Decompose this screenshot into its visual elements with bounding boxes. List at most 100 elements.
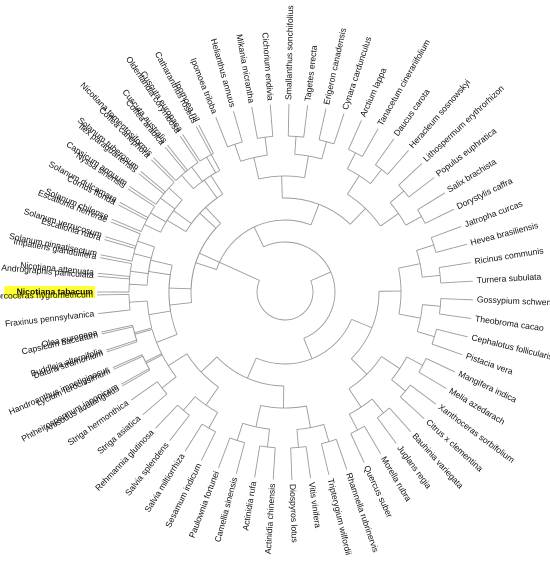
branch-tip — [138, 173, 151, 183]
branch-radial — [140, 193, 157, 205]
branch-tip — [100, 257, 114, 261]
branch-tip — [399, 150, 409, 162]
branch-radial — [173, 210, 192, 224]
branch-tip — [373, 441, 382, 455]
branch-radial — [408, 185, 424, 198]
branch-tip — [448, 349, 463, 356]
branch-radial — [148, 310, 171, 316]
branch-radial — [115, 326, 134, 332]
branch-radial — [406, 356, 423, 366]
branch-radial — [239, 442, 246, 461]
branch-radial — [350, 358, 368, 375]
branch-radial — [204, 137, 214, 154]
branch-tip — [182, 134, 191, 147]
branch-tip — [339, 113, 345, 127]
branch-radial — [207, 431, 217, 449]
branch-radial — [247, 357, 257, 379]
branch-radial — [351, 318, 373, 329]
branch-radial — [370, 169, 382, 184]
branch-radial — [256, 445, 261, 464]
branch-tip — [169, 429, 179, 441]
branch-radial — [150, 259, 173, 266]
branch-tip — [101, 328, 116, 333]
branch-radial — [321, 141, 327, 160]
branch-tip — [442, 365, 456, 373]
branch-radial — [439, 264, 457, 269]
branch-tip — [422, 177, 435, 187]
branch-tip — [97, 275, 112, 278]
leaf-label: Vitis vinifera — [307, 481, 323, 528]
branch-radial — [320, 443, 327, 462]
branch-radial — [400, 396, 414, 410]
branch-radial — [112, 309, 131, 313]
branch-radial — [191, 166, 203, 182]
branch-tip — [106, 347, 121, 353]
branch-radial — [168, 353, 188, 367]
branch-radial — [236, 124, 243, 143]
branch-radial — [130, 270, 149, 275]
branch-radial — [422, 274, 441, 278]
branch-arc — [258, 175, 305, 180]
branch-radial — [223, 437, 231, 455]
branch-tip — [235, 459, 241, 474]
branch-radial — [348, 388, 362, 408]
branch-tip — [385, 138, 395, 151]
branch-radial — [114, 257, 133, 262]
branch-arc — [398, 268, 402, 315]
branch-radial — [440, 281, 459, 284]
branch-radial — [160, 197, 176, 210]
branch-radial — [349, 208, 366, 225]
branch-arc — [263, 241, 336, 339]
branch-arc — [256, 319, 353, 365]
branch-radial — [181, 174, 194, 190]
branch-radial — [253, 226, 264, 248]
branch-tip — [142, 405, 154, 416]
branch-radial — [405, 216, 422, 226]
branch-radial — [119, 341, 138, 348]
leaf-label: Cichorium endivia — [260, 32, 275, 101]
branch-radial — [130, 210, 147, 221]
branch-radial — [210, 175, 224, 195]
branch-radial — [199, 212, 217, 229]
branch-radial — [114, 324, 133, 330]
branch-tip — [308, 464, 311, 479]
branch-tip — [458, 298, 473, 301]
branch-radial — [156, 334, 178, 343]
branch-radial — [162, 167, 177, 181]
branch-tip — [195, 126, 204, 139]
branch-radial — [142, 381, 158, 393]
branch-radial — [398, 172, 413, 186]
tree-branches — [97, 104, 473, 480]
leaf-label: Tagetes erecta — [302, 45, 319, 102]
branch-tip — [119, 201, 133, 210]
branch-tip — [387, 431, 397, 444]
highlight-box — [4, 286, 95, 298]
branch-arc — [282, 197, 351, 225]
branch-radial — [134, 329, 153, 335]
branch-tip — [167, 144, 177, 157]
branch-radial — [134, 369, 151, 380]
branch-radial — [398, 263, 421, 269]
branch-tip — [218, 454, 224, 469]
branch-tip — [106, 345, 120, 351]
branch-tip — [322, 108, 327, 123]
branch-radial — [371, 398, 384, 414]
branch-radial — [208, 412, 218, 429]
branch-tip — [120, 377, 134, 385]
branch-radial — [273, 447, 276, 466]
branch-radial — [398, 313, 421, 319]
branch-radial — [220, 130, 228, 148]
branch-radial — [125, 354, 143, 363]
branch-radial — [137, 240, 155, 248]
leaf-label: Theobroma cacao — [474, 313, 544, 333]
branch-radial — [205, 386, 219, 406]
branch-tip — [269, 104, 272, 119]
branch-radial — [389, 407, 402, 422]
branch-arc — [256, 280, 314, 321]
branch-tip — [129, 185, 142, 195]
branch-tip — [127, 188, 140, 197]
branch-tip — [215, 117, 222, 131]
branch-radial — [183, 396, 196, 411]
branch-radial — [169, 287, 192, 290]
